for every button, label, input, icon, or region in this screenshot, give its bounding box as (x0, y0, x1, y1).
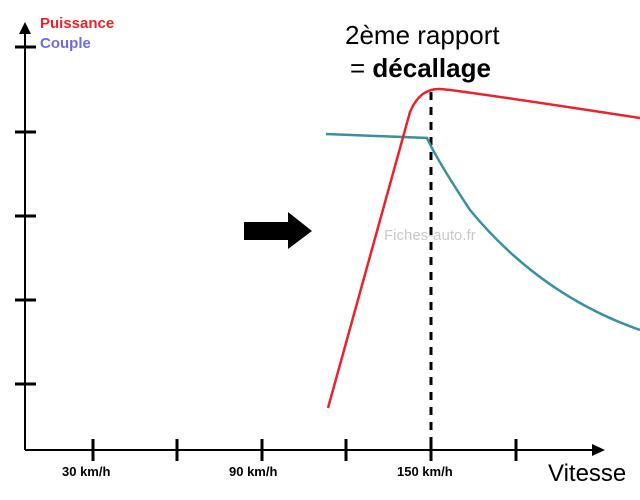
legend-power: Puissance (40, 15, 115, 32)
x-axis-arrowhead (592, 444, 605, 456)
y-axis-arrowhead (19, 22, 31, 34)
torque-curve (325, 132, 640, 332)
annotation-equals: = (350, 53, 373, 83)
legend-torque: Couple (40, 35, 91, 52)
x-axis-label: Vitesse (548, 460, 627, 487)
watermark: Fiches-auto.fr (384, 227, 476, 244)
annotation-subtitle: = décallage (350, 53, 491, 84)
right-arrow-icon (244, 212, 312, 249)
x-tick-label-150: 150 km/h (397, 464, 453, 479)
annotation-bold-word: décallage (372, 53, 491, 83)
x-tick-label-30: 30 km/h (62, 464, 111, 479)
power-curve (326, 87, 640, 409)
x-tick-label-90: 90 km/h (229, 464, 278, 479)
annotation-title: 2ème rapport (345, 20, 500, 50)
